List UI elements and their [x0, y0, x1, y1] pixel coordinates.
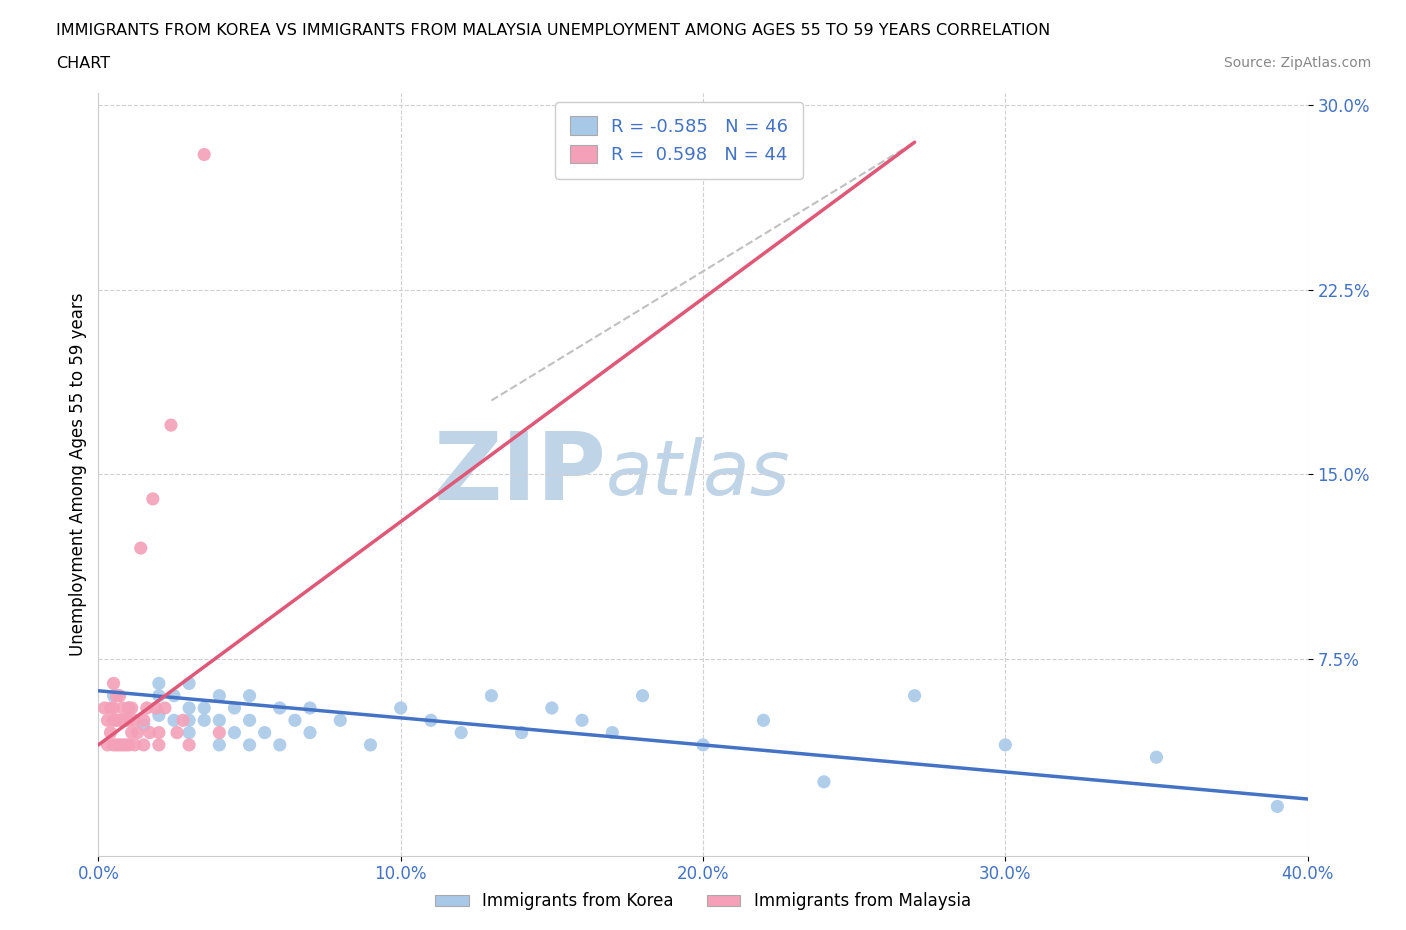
Point: [148, 688, 170, 703]
Point: [389, 700, 412, 715]
Point: [208, 713, 231, 728]
Point: [129, 540, 152, 555]
Point: [208, 737, 231, 752]
Point: [118, 713, 141, 728]
Point: [360, 737, 382, 752]
Point: [111, 700, 134, 715]
Point: [752, 713, 775, 728]
Point: [602, 725, 624, 740]
Point: [163, 713, 186, 728]
Point: [124, 737, 146, 752]
Point: [103, 713, 125, 728]
Point: [100, 725, 122, 740]
Text: ZIP: ZIP: [433, 429, 606, 520]
Point: [193, 700, 215, 715]
Point: [100, 700, 122, 715]
Point: [132, 737, 155, 752]
Point: [239, 737, 262, 752]
Legend: R = -0.585   N = 46, R =  0.598   N = 44: R = -0.585 N = 46, R = 0.598 N = 44: [555, 102, 803, 179]
Point: [124, 713, 146, 728]
Point: [571, 713, 593, 728]
Text: Source: ZipAtlas.com: Source: ZipAtlas.com: [1223, 56, 1371, 70]
Point: [540, 700, 562, 715]
Point: [148, 708, 170, 723]
Point: [239, 713, 262, 728]
Point: [692, 737, 714, 752]
Point: [145, 700, 167, 715]
Point: [139, 725, 162, 740]
Point: [118, 700, 141, 715]
Point: [105, 688, 128, 703]
Point: [420, 713, 443, 728]
Point: [103, 688, 125, 703]
Point: [224, 700, 246, 715]
Point: [105, 737, 128, 752]
Point: [103, 737, 125, 752]
Point: [108, 713, 131, 728]
Point: [132, 718, 155, 733]
Point: [179, 725, 201, 740]
Point: [108, 688, 131, 703]
Point: [105, 713, 128, 728]
Text: IMMIGRANTS FROM KOREA VS IMMIGRANTS FROM MALAYSIA UNEMPLOYMENT AMONG AGES 55 TO : IMMIGRANTS FROM KOREA VS IMMIGRANTS FROM…: [56, 23, 1050, 38]
Legend: Immigrants from Korea, Immigrants from Malaysia: Immigrants from Korea, Immigrants from M…: [429, 885, 977, 917]
Point: [172, 713, 194, 728]
Point: [118, 700, 141, 715]
Point: [994, 737, 1017, 752]
Point: [118, 737, 141, 752]
Point: [193, 713, 215, 728]
Point: [163, 688, 186, 703]
Point: [239, 688, 262, 703]
Point: [114, 713, 136, 728]
Y-axis label: Unemployment Among Ages 55 to 59 years: Unemployment Among Ages 55 to 59 years: [69, 293, 87, 656]
Point: [179, 737, 201, 752]
Point: [299, 700, 322, 715]
Point: [148, 725, 170, 740]
Point: [96, 713, 118, 728]
Point: [208, 688, 231, 703]
Point: [121, 725, 143, 740]
Point: [111, 737, 134, 752]
Point: [284, 713, 307, 728]
Point: [1267, 799, 1289, 814]
Point: [153, 700, 176, 715]
Point: [179, 713, 201, 728]
Point: [166, 725, 188, 740]
Point: [160, 418, 183, 432]
Point: [179, 700, 201, 715]
Point: [253, 725, 276, 740]
Point: [481, 688, 503, 703]
Point: [193, 147, 215, 162]
Point: [329, 713, 352, 728]
Point: [114, 737, 136, 752]
Point: [269, 737, 291, 752]
Point: [135, 700, 157, 715]
Point: [121, 700, 143, 715]
Point: [148, 676, 170, 691]
Point: [132, 713, 155, 728]
Point: [179, 676, 201, 691]
Point: [450, 725, 472, 740]
Point: [148, 737, 170, 752]
Point: [631, 688, 654, 703]
Point: [96, 737, 118, 752]
Point: [142, 491, 165, 506]
Point: [224, 725, 246, 740]
Point: [127, 725, 149, 740]
Point: [108, 737, 131, 752]
Text: atlas: atlas: [606, 437, 790, 512]
Point: [299, 725, 322, 740]
Point: [510, 725, 533, 740]
Point: [103, 676, 125, 691]
Point: [208, 725, 231, 740]
Point: [904, 688, 927, 703]
Point: [269, 700, 291, 715]
Text: CHART: CHART: [56, 56, 110, 71]
Point: [93, 700, 115, 715]
Point: [111, 713, 134, 728]
Point: [813, 775, 835, 790]
Point: [1144, 750, 1167, 764]
Point: [103, 700, 125, 715]
